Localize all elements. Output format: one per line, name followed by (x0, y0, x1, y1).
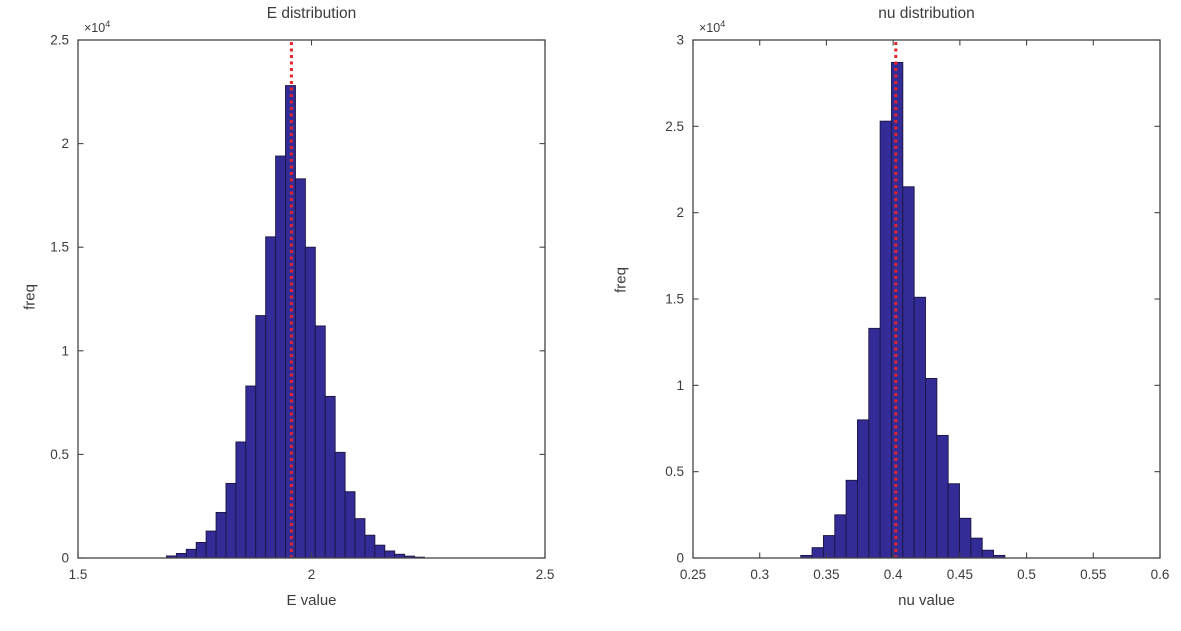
y-axis-label: freq (612, 267, 630, 293)
histogram-bar (981, 549, 995, 559)
histogram-bar (245, 385, 257, 559)
y-tick-label: 1 (676, 378, 684, 393)
y-axis-exponent: ×104 (84, 19, 110, 35)
x-tick-label: 1.5 (69, 567, 88, 582)
exponent-power: 4 (720, 19, 726, 29)
histogram-bar (925, 377, 938, 559)
histogram-bar (175, 552, 187, 559)
histogram-bar (959, 517, 972, 559)
plot-title: E distribution (266, 5, 357, 22)
histogram-bar (225, 482, 237, 559)
histogram-bar (205, 530, 217, 559)
y-tick-label: 0.5 (50, 447, 69, 462)
histogram-bar (275, 155, 287, 559)
x-tick-label: 0.25 (680, 567, 706, 582)
histogram-bar (255, 315, 267, 559)
histogram-bar (834, 514, 847, 559)
x-tick-label: 0.3 (750, 567, 769, 582)
histogram-bar (185, 548, 197, 559)
histogram-bar (334, 451, 346, 559)
exponent-power: 4 (105, 19, 111, 29)
y-tick-label: 2 (676, 205, 684, 220)
histogram-bar (822, 535, 836, 559)
x-tick-label: 0.55 (1080, 567, 1106, 582)
y-tick-label: 0.5 (665, 464, 684, 479)
x-axis-label: nu value (898, 592, 955, 609)
histogram-bar (314, 325, 326, 559)
histogram-bar (324, 395, 336, 559)
histogram-bar (235, 441, 247, 559)
histogram-bar (936, 434, 949, 559)
y-tick-label: 0 (676, 551, 684, 566)
x-tick-label: 2.5 (536, 567, 555, 582)
plot-e-distribution: 1.5 2 2.5 0 0.5 1 1.5 2 2.5 (50, 33, 554, 583)
histogram-bar (344, 491, 356, 559)
y-tick-label: 2.5 (665, 119, 684, 134)
y-axis-exponent: ×104 (699, 19, 725, 35)
y-axis-label: freq (21, 284, 39, 310)
histogram-bar (195, 542, 207, 559)
x-tick-label: 0.6 (1151, 567, 1170, 582)
histogram-bar (902, 186, 915, 559)
histogram-bar (857, 419, 870, 559)
histogram-bar (970, 537, 983, 559)
histogram-bar (947, 483, 960, 559)
histogram-bar (845, 479, 858, 559)
x-tick-label: 0.4 (884, 567, 903, 582)
histogram-bar (295, 178, 306, 559)
plot-nu-distribution: 0.25 0.3 0.35 0.4 0.45 0.5 0.55 0.6 0 0.5 1 1.5 2 2.5… (665, 33, 1169, 583)
x-tick-label: 2 (308, 567, 316, 582)
histogram-bar (384, 550, 396, 559)
histogram-bar (879, 120, 892, 559)
exponent-base: ×10 (84, 21, 106, 36)
y-tick-label: 0 (61, 551, 69, 566)
histogram-bar (215, 511, 227, 559)
histogram-bar (868, 327, 881, 559)
y-tick-label: 2 (61, 136, 69, 151)
y-tick-label: 1.5 (665, 292, 684, 307)
exponent-base: ×10 (699, 21, 721, 36)
x-tick-label: 0.5 (1017, 567, 1036, 582)
histogram-bar (364, 534, 376, 559)
y-tick-label: 2.5 (50, 33, 69, 48)
x-tick-label: 0.45 (947, 567, 973, 582)
y-tick-label: 3 (676, 33, 684, 48)
histogram-bar (913, 296, 926, 559)
histogram-bar (374, 544, 386, 559)
histogram-bar (304, 246, 316, 559)
x-tick-label: 0.35 (813, 567, 839, 582)
y-tick-label: 1 (61, 343, 69, 358)
x-axis-label: E value (286, 592, 337, 609)
histogram-bar (265, 236, 277, 559)
plot-title: nu distribution (878, 5, 975, 22)
y-tick-label: 1.5 (50, 240, 69, 255)
histogram-bar (354, 518, 366, 559)
histogram-bar (811, 547, 824, 559)
